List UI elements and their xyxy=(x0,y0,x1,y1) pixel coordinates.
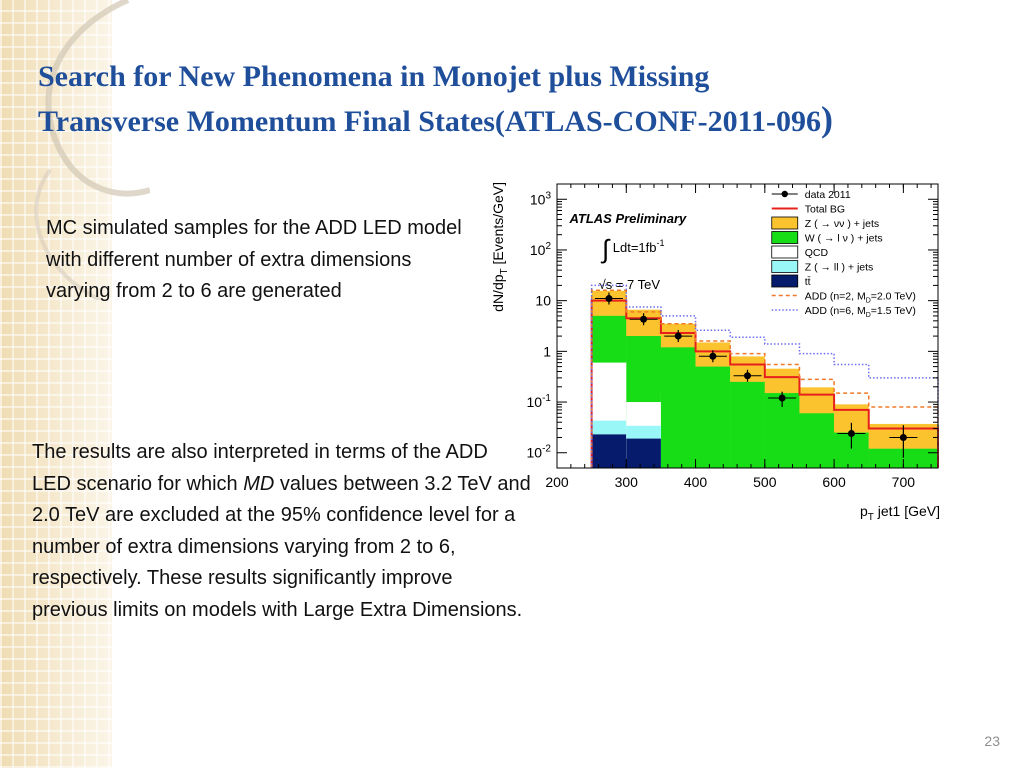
stack-bar xyxy=(591,300,627,316)
stack-bar xyxy=(799,394,835,414)
data-point xyxy=(674,332,682,340)
stack-bar xyxy=(799,413,835,468)
y-tick-label: 10 xyxy=(535,293,551,309)
legend-item: data 2011 xyxy=(771,189,851,201)
stack-bar xyxy=(868,448,938,468)
legend-label: ADD (n=6, MD=1.5 TeV) xyxy=(805,305,916,319)
data-point xyxy=(640,315,648,323)
chart-annotation-atlas: ATLAS Preliminary xyxy=(568,211,687,226)
legend-label: tt̄ xyxy=(805,276,811,288)
y-axis-label: dN/dpT [Events/GeV] xyxy=(490,182,510,312)
stack-bar xyxy=(626,438,661,468)
decorative-swirl xyxy=(34,0,150,300)
x-tick-label: 400 xyxy=(684,474,708,490)
legend-swatch xyxy=(771,274,799,288)
x-tick-label: 600 xyxy=(822,474,846,490)
data-point xyxy=(899,433,907,441)
text-paragraph-mc-samples: MC simulated samples for the ADD LED mod… xyxy=(46,217,462,302)
data-point xyxy=(778,394,786,402)
legend-label: Z ( → νν ) + jets xyxy=(805,218,879,230)
y-tick-label: 1 xyxy=(543,343,551,359)
legend-item: Z ( → νν ) + jets xyxy=(771,216,879,230)
legend-item: QCD xyxy=(771,245,829,259)
page-number: 23 xyxy=(984,733,1000,749)
stack-bar xyxy=(834,409,869,433)
legend-label: Total BG xyxy=(805,204,845,216)
add-n2-line xyxy=(590,289,939,468)
legend-item: W ( → l ν ) + jets xyxy=(771,231,883,245)
legend-label: W ( → l ν ) + jets xyxy=(805,233,883,245)
legend-label: Z ( → ll ) + jets xyxy=(805,262,874,274)
legend-label: QCD xyxy=(805,247,829,259)
legend-swatch xyxy=(771,245,799,259)
title-line-1: Search for New Phenomena in Monojet plus… xyxy=(38,60,710,93)
x-tick-label: 700 xyxy=(892,474,916,490)
add-n6-line xyxy=(590,284,939,468)
y-tick-label: 102 xyxy=(530,241,552,258)
data-point xyxy=(847,429,855,437)
y-tick-label: 10-2 xyxy=(527,444,552,461)
stack-bar xyxy=(730,381,765,468)
title-line-2: Transverse Momentum Final States(ATLAS-C… xyxy=(38,105,821,138)
stack-bar xyxy=(626,318,661,337)
chart-annotation-energy: √s = 7 TeV xyxy=(599,277,661,292)
data-point xyxy=(709,352,717,360)
text-paragraph-results: The results are also interpreted in term… xyxy=(32,437,532,626)
results-text-italic-md: MD xyxy=(243,472,275,495)
x-axis-label: pT jet1 [GeV] xyxy=(860,503,940,522)
slide-title: Search for New Phenomena in Monojet plus… xyxy=(38,56,978,143)
x-tick-label: 300 xyxy=(615,474,639,490)
legend-item: Z ( → ll ) + jets xyxy=(771,260,874,274)
x-tick-label: 500 xyxy=(753,474,777,490)
y-tick-label: 103 xyxy=(530,190,552,207)
decorative-background-strip xyxy=(0,0,112,768)
data-point xyxy=(744,372,751,380)
title-closing-paren: ) xyxy=(821,99,833,139)
legend-swatch xyxy=(771,216,799,230)
legend-item: Total BG xyxy=(771,204,845,216)
stack-bar xyxy=(660,347,696,468)
legend-swatch xyxy=(771,260,799,273)
stack-bar xyxy=(764,377,800,394)
legend-item: ADD (n=6, MD=1.5 TeV) xyxy=(771,305,916,319)
legend-item: ADD (n=2, MD=2.0 TeV) xyxy=(771,291,916,305)
legend-swatch xyxy=(771,231,799,244)
legend-label: ADD (n=2, MD=2.0 TeV) xyxy=(805,291,916,305)
legend-item: tt̄ xyxy=(771,274,811,288)
results-text-part2: values between 3.2 TeV and 2.0 TeV are e… xyxy=(32,472,531,621)
legend-label: data 2011 xyxy=(805,189,851,201)
results-text-part1: The results are also interpreted in term… xyxy=(32,441,488,495)
legend-swatch xyxy=(781,190,788,198)
x-tick-label: 200 xyxy=(545,474,569,490)
chart-annotation-lumi: ∫ Ldt=1fb-1 xyxy=(600,234,665,264)
total-bg-line xyxy=(590,299,939,468)
stack-bar xyxy=(695,366,731,468)
data-point xyxy=(605,295,613,303)
y-tick-label: 10-1 xyxy=(527,393,552,410)
plot-frame xyxy=(556,183,939,469)
stack-bar xyxy=(591,434,627,468)
